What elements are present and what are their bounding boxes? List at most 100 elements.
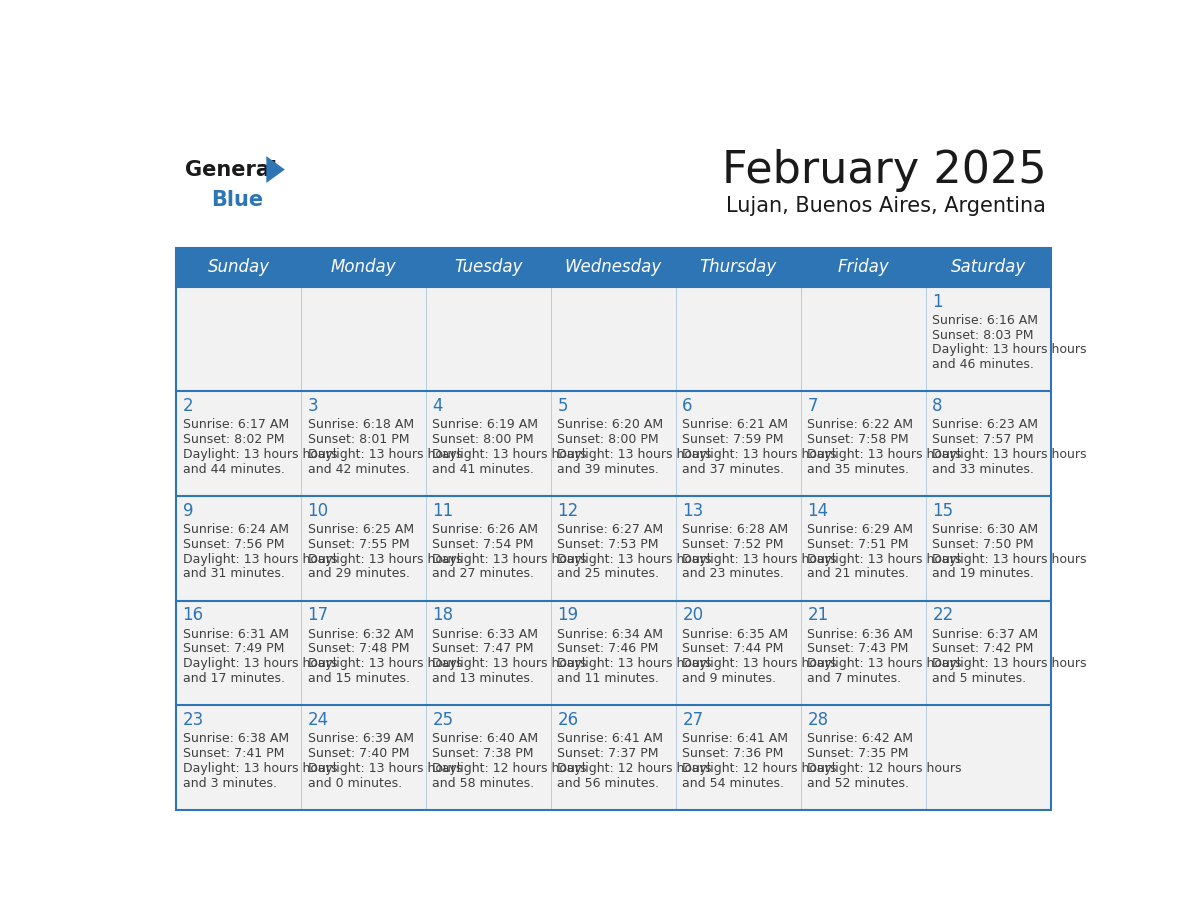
Text: Sunrise: 6:17 AM: Sunrise: 6:17 AM [183, 419, 289, 431]
Text: Sunrise: 6:36 AM: Sunrise: 6:36 AM [808, 628, 914, 641]
Text: 6: 6 [682, 397, 693, 415]
Text: Daylight: 13 hours hours: Daylight: 13 hours hours [308, 657, 462, 670]
Text: 3: 3 [308, 397, 318, 415]
Text: and 7 minutes.: and 7 minutes. [808, 672, 902, 685]
Text: and 52 minutes.: and 52 minutes. [808, 777, 909, 789]
Text: Daylight: 12 hours hours: Daylight: 12 hours hours [432, 762, 587, 775]
Text: Sunset: 7:50 PM: Sunset: 7:50 PM [933, 538, 1034, 551]
Text: Daylight: 13 hours hours: Daylight: 13 hours hours [682, 657, 836, 670]
Bar [301, 600, 426, 705]
Text: and 27 minutes.: and 27 minutes. [432, 567, 535, 580]
Text: 4: 4 [432, 397, 443, 415]
Text: and 9 minutes.: and 9 minutes. [682, 672, 777, 685]
Text: Sunrise: 6:35 AM: Sunrise: 6:35 AM [682, 628, 789, 641]
Text: Monday: Monday [330, 259, 397, 276]
Bar [925, 496, 1051, 600]
Bar [925, 600, 1051, 705]
Bar [301, 391, 426, 496]
Text: Sunrise: 6:20 AM: Sunrise: 6:20 AM [557, 419, 664, 431]
Text: Daylight: 13 hours hours: Daylight: 13 hours hours [933, 448, 1087, 461]
Text: Daylight: 12 hours hours: Daylight: 12 hours hours [808, 762, 962, 775]
Bar [676, 248, 801, 286]
Text: Sunset: 7:35 PM: Sunset: 7:35 PM [808, 747, 909, 760]
Text: Sunset: 7:57 PM: Sunset: 7:57 PM [933, 433, 1034, 446]
Text: Sunrise: 6:37 AM: Sunrise: 6:37 AM [933, 628, 1038, 641]
Bar [176, 248, 301, 286]
Text: Daylight: 13 hours hours: Daylight: 13 hours hours [557, 553, 712, 565]
Text: 12: 12 [557, 502, 579, 520]
Text: February 2025: February 2025 [721, 149, 1047, 192]
Text: and 42 minutes.: and 42 minutes. [308, 463, 410, 476]
Bar [925, 287, 1051, 391]
Text: Daylight: 13 hours hours: Daylight: 13 hours hours [808, 553, 962, 565]
Text: Daylight: 13 hours hours: Daylight: 13 hours hours [183, 762, 337, 775]
Text: Sunset: 7:37 PM: Sunset: 7:37 PM [557, 747, 659, 760]
Text: Saturday: Saturday [950, 259, 1026, 276]
Bar [551, 600, 676, 705]
Text: Sunrise: 6:33 AM: Sunrise: 6:33 AM [432, 628, 538, 641]
Bar [176, 496, 301, 600]
Bar [426, 705, 551, 810]
Text: 25: 25 [432, 711, 454, 729]
Text: Sunset: 7:59 PM: Sunset: 7:59 PM [682, 433, 784, 446]
Text: 19: 19 [557, 607, 579, 624]
Text: and 37 minutes.: and 37 minutes. [682, 463, 784, 476]
Text: 1: 1 [933, 293, 943, 310]
Text: 8: 8 [933, 397, 943, 415]
Text: Sunset: 7:48 PM: Sunset: 7:48 PM [308, 643, 409, 655]
Text: Sunrise: 6:27 AM: Sunrise: 6:27 AM [557, 523, 664, 536]
Text: 24: 24 [308, 711, 329, 729]
Text: Sunrise: 6:41 AM: Sunrise: 6:41 AM [682, 733, 789, 745]
Text: Daylight: 13 hours hours: Daylight: 13 hours hours [308, 762, 462, 775]
Text: Sunset: 7:36 PM: Sunset: 7:36 PM [682, 747, 784, 760]
Text: Blue: Blue [211, 190, 264, 210]
Bar [801, 287, 925, 391]
Text: 2: 2 [183, 397, 194, 415]
Text: 11: 11 [432, 502, 454, 520]
Bar [426, 248, 551, 286]
Text: and 23 minutes.: and 23 minutes. [682, 567, 784, 580]
Text: and 35 minutes.: and 35 minutes. [808, 463, 909, 476]
Text: Daylight: 13 hours hours: Daylight: 13 hours hours [183, 448, 337, 461]
Text: Sunday: Sunday [208, 259, 270, 276]
Bar [801, 705, 925, 810]
Text: Daylight: 13 hours hours: Daylight: 13 hours hours [808, 657, 962, 670]
Text: Sunrise: 6:29 AM: Sunrise: 6:29 AM [808, 523, 914, 536]
Text: Sunset: 7:43 PM: Sunset: 7:43 PM [808, 643, 909, 655]
Bar [551, 287, 676, 391]
Text: Daylight: 13 hours hours: Daylight: 13 hours hours [432, 657, 587, 670]
Text: Lujan, Buenos Aires, Argentina: Lujan, Buenos Aires, Argentina [726, 196, 1047, 216]
Text: Sunset: 8:01 PM: Sunset: 8:01 PM [308, 433, 409, 446]
Text: 5: 5 [557, 397, 568, 415]
Text: Sunrise: 6:42 AM: Sunrise: 6:42 AM [808, 733, 914, 745]
Text: Sunrise: 6:26 AM: Sunrise: 6:26 AM [432, 523, 538, 536]
Bar [801, 248, 925, 286]
Text: and 56 minutes.: and 56 minutes. [557, 777, 659, 789]
Text: Daylight: 13 hours hours: Daylight: 13 hours hours [933, 553, 1087, 565]
Text: Daylight: 13 hours hours: Daylight: 13 hours hours [808, 448, 962, 461]
Text: and 3 minutes.: and 3 minutes. [183, 777, 277, 789]
Text: Daylight: 13 hours hours: Daylight: 13 hours hours [308, 448, 462, 461]
Bar [925, 705, 1051, 810]
Text: Daylight: 13 hours hours: Daylight: 13 hours hours [432, 553, 587, 565]
Bar [551, 248, 676, 286]
Text: and 33 minutes.: and 33 minutes. [933, 463, 1034, 476]
Bar [176, 600, 301, 705]
Text: 27: 27 [682, 711, 703, 729]
Text: Sunrise: 6:23 AM: Sunrise: 6:23 AM [933, 419, 1038, 431]
Text: and 25 minutes.: and 25 minutes. [557, 567, 659, 580]
Text: Sunset: 7:55 PM: Sunset: 7:55 PM [308, 538, 409, 551]
Bar [676, 496, 801, 600]
Text: Sunset: 7:47 PM: Sunset: 7:47 PM [432, 643, 533, 655]
Bar [676, 600, 801, 705]
Text: and 13 minutes.: and 13 minutes. [432, 672, 535, 685]
Text: Sunset: 8:00 PM: Sunset: 8:00 PM [557, 433, 659, 446]
Text: Sunrise: 6:40 AM: Sunrise: 6:40 AM [432, 733, 538, 745]
Text: Sunrise: 6:21 AM: Sunrise: 6:21 AM [682, 419, 789, 431]
Text: and 58 minutes.: and 58 minutes. [432, 777, 535, 789]
Text: 14: 14 [808, 502, 828, 520]
Bar [426, 496, 551, 600]
Text: and 21 minutes.: and 21 minutes. [808, 567, 909, 580]
Text: and 15 minutes.: and 15 minutes. [308, 672, 410, 685]
Text: Sunrise: 6:16 AM: Sunrise: 6:16 AM [933, 314, 1038, 327]
